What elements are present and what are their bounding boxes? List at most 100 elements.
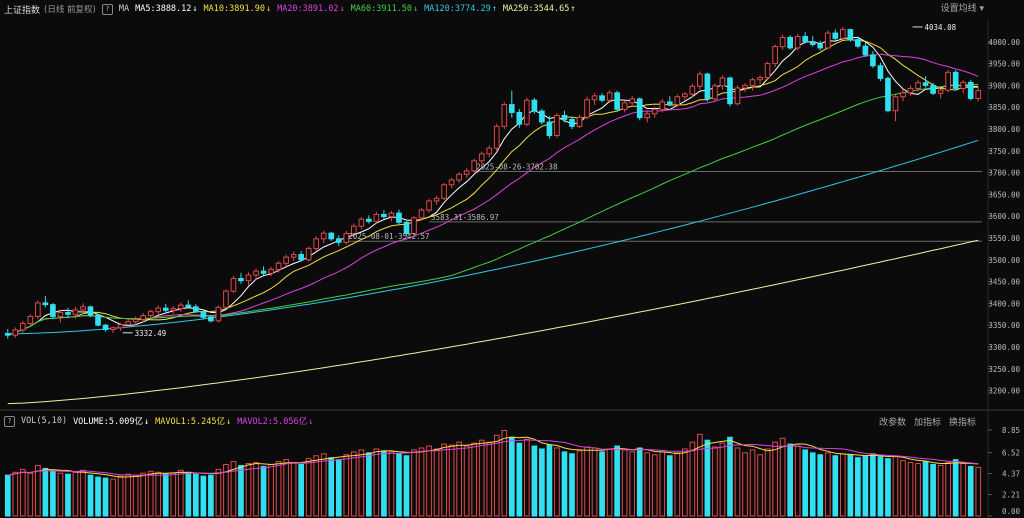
volume-bar — [937, 464, 944, 517]
ma-value: MA10:3891.90 — [203, 4, 265, 14]
candle-body — [877, 65, 884, 79]
candle-body — [230, 278, 237, 292]
candle-body — [80, 306, 86, 311]
candle-body — [155, 307, 162, 313]
volume-bar — [433, 448, 440, 517]
volume-bar — [779, 437, 786, 517]
price-tick-label: 3500.00 — [988, 256, 1020, 265]
candle-body — [682, 93, 688, 98]
add-indicator-button[interactable]: 加指标 — [913, 417, 941, 428]
candle-body — [501, 104, 508, 127]
candle-body — [960, 81, 967, 89]
volume-bar — [193, 473, 199, 517]
candle-body — [185, 304, 192, 308]
vol-value: MAVOL1:5.245亿 — [155, 417, 226, 427]
candle-body — [170, 308, 177, 311]
volume-bar — [147, 470, 154, 517]
volume-bar — [268, 463, 274, 517]
volume-bar — [682, 448, 688, 517]
ma-settings-dropdown[interactable]: 设置均线 ▾ — [941, 0, 984, 18]
help-icon[interactable]: ? — [101, 3, 113, 15]
price-tick-label: 3950.00 — [988, 60, 1020, 69]
candle-body — [772, 46, 778, 65]
candle-body — [87, 306, 94, 316]
arrow-up-icon: ↑ — [570, 4, 576, 14]
volume-bar — [651, 454, 658, 517]
volume-bar — [697, 433, 703, 517]
candle-body — [561, 114, 568, 120]
volume-bar — [456, 441, 462, 517]
volume-bar — [110, 478, 116, 517]
price-tick-label: 3350.00 — [988, 321, 1020, 330]
candle-body — [802, 36, 809, 43]
candle-body — [945, 71, 951, 91]
switch-indicator-button[interactable]: 换指标 — [948, 417, 976, 428]
candle-body — [516, 111, 523, 125]
volume-bar — [283, 459, 289, 517]
candle-body — [478, 153, 485, 162]
volume-bar — [614, 445, 620, 517]
ma-legend-item: MA60:3911.50↓ — [351, 4, 419, 14]
candle-body — [42, 302, 49, 306]
candle-body — [275, 262, 282, 270]
volume-bar — [531, 445, 538, 517]
volume-grid — [988, 429, 992, 517]
arrow-down-icon: ↓ — [308, 417, 314, 427]
volume-bar — [12, 471, 19, 517]
volume-bar — [734, 447, 741, 517]
candle-body — [606, 92, 613, 101]
volume-bar — [57, 472, 64, 517]
volume-indicator-label[interactable]: VOL(5,10) — [21, 416, 68, 426]
volume-ma-line-1 — [7, 439, 979, 476]
candle-body — [343, 233, 350, 243]
candle-body — [915, 82, 921, 89]
ma-label: MA — [118, 4, 130, 14]
volume-bar — [636, 447, 643, 517]
volume-bar — [87, 474, 94, 517]
volume-bar — [448, 444, 455, 517]
arrow-down-icon: ↓ — [226, 417, 232, 427]
ma-settings-label: 设置均线 — [940, 4, 977, 14]
volume-bar — [27, 472, 34, 517]
ma-legend-item: MA5:3888.12↓ — [135, 4, 197, 14]
volume-bar — [764, 448, 771, 517]
annotations: 4034.08 3332.49 2025-08-26-3702.38 3583.31-… — [122, 23, 957, 338]
candle-body — [72, 309, 79, 315]
candle-body — [441, 184, 447, 199]
volume-bar — [50, 470, 56, 517]
volume-bar — [396, 453, 402, 517]
volume-bar — [19, 468, 26, 517]
volume-bar — [772, 441, 778, 517]
volume-bar — [599, 451, 605, 517]
chart-period-subtitle[interactable]: (日线 前复权) — [44, 5, 96, 15]
help-icon[interactable]: ? — [4, 415, 15, 427]
volume-bar — [960, 463, 967, 517]
vol-legend-item: MAVOL2:5.056亿↓ — [237, 417, 313, 427]
volume-bar — [132, 474, 139, 517]
candle-body — [110, 327, 116, 331]
candle-body — [208, 316, 214, 322]
volume-axis: 8.85 6.52 4.37 2.21 0.00 — [1002, 426, 1021, 516]
candle-body — [350, 225, 357, 235]
candle-body — [952, 71, 959, 89]
ma-legend-item: MA20:3891.02↓ — [277, 4, 345, 14]
volume-bar — [42, 467, 49, 517]
volume-tick-label: 8.85 — [1002, 426, 1020, 435]
volume-bar — [403, 455, 410, 517]
volume-bar — [117, 475, 124, 517]
volume-bar — [441, 443, 447, 517]
price-tick-label: 3900.00 — [988, 81, 1020, 90]
candle-body — [967, 81, 974, 99]
volume-bar — [275, 461, 282, 517]
volume-bar — [313, 455, 320, 517]
annotation-label: 4034.08 — [925, 23, 957, 32]
volume-bar — [855, 457, 861, 517]
candle-body — [456, 173, 462, 181]
volume-bar — [621, 449, 628, 517]
volume-bar — [712, 446, 718, 517]
volume-bar — [208, 474, 214, 517]
edit-params-button[interactable]: 改参数 — [878, 417, 906, 428]
candle-body — [193, 306, 199, 313]
